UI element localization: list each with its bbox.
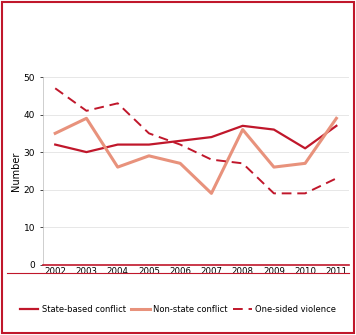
Text: 2002–11: 2002–11	[11, 52, 70, 65]
Text: NUMBERS OF ARMED CONFLICTS,: NUMBERS OF ARMED CONFLICTS,	[11, 16, 250, 29]
Y-axis label: Number: Number	[11, 151, 21, 191]
Legend: State-based conflict, Non-state conflict, One-sided violence: State-based conflict, Non-state conflict…	[17, 302, 339, 317]
